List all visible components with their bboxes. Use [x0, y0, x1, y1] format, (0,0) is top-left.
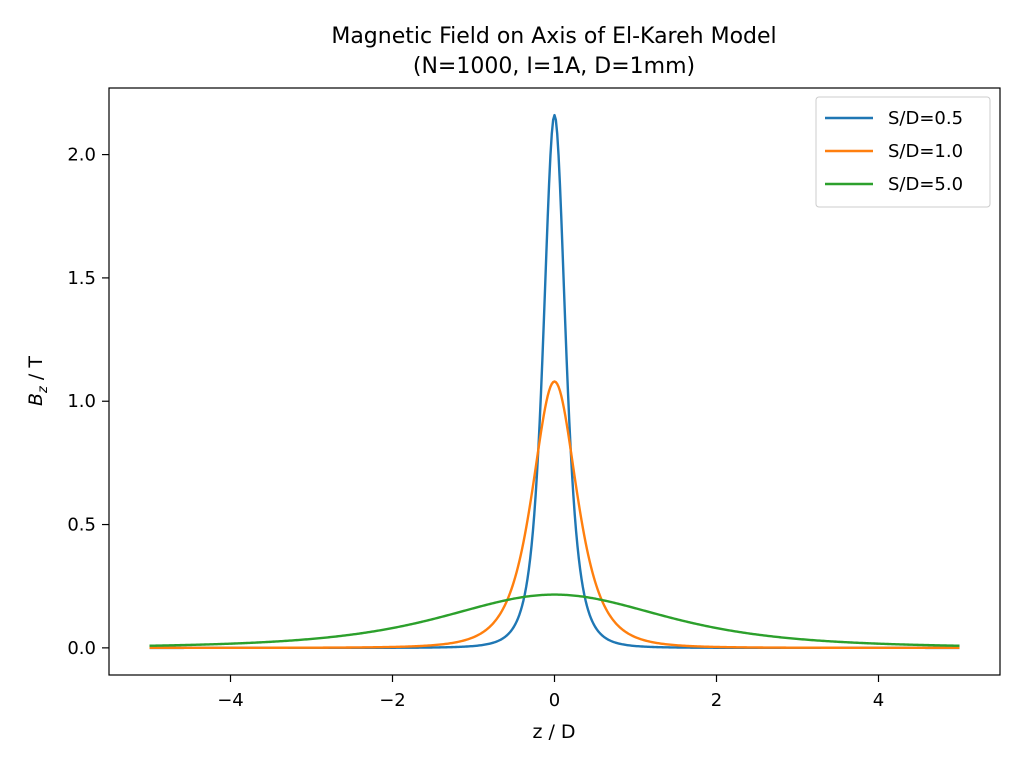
y-tick-label: 1.5 [67, 268, 96, 289]
y-tick-label: 2.0 [67, 145, 96, 166]
x-tick-label: 4 [873, 690, 884, 711]
y-tick-label: 0.0 [67, 638, 96, 659]
legend: S/D=0.5 S/D=1.0 S/D=5.0 [815, 96, 991, 208]
legend-label-3: S/D=5.0 [888, 174, 963, 195]
x-tick-label: −2 [379, 690, 406, 711]
y-tick-label: 1.0 [67, 391, 96, 412]
y-axis-label: Bz / T [25, 356, 51, 406]
y-axis-label-symbol: B [25, 393, 47, 406]
x-axis: −4 −2 0 2 4 [217, 675, 884, 711]
series-line-3 [149, 593, 960, 647]
y-axis: 0.0 0.5 1.0 1.5 2.0 [67, 145, 109, 659]
legend-box [815, 96, 991, 208]
y-axis-label-unit: / T [25, 356, 47, 386]
x-tick-label: 2 [711, 690, 722, 711]
x-tick-label: −4 [217, 690, 244, 711]
series-layer [149, 113, 960, 650]
chart-title: Magnetic Field on Axis of El-Kareh Model [331, 24, 776, 49]
series-line-2 [149, 380, 960, 650]
x-tick-label: 0 [549, 690, 560, 711]
y-axis-label-subscript: z [36, 385, 51, 394]
legend-label-2: S/D=1.0 [888, 141, 963, 162]
chart-subtitle: (N=1000, I=1A, D=1mm) [413, 54, 695, 79]
legend-label-1: S/D=0.5 [888, 108, 963, 129]
y-tick-label: 0.5 [67, 515, 96, 536]
x-axis-label: z / D [532, 721, 575, 743]
